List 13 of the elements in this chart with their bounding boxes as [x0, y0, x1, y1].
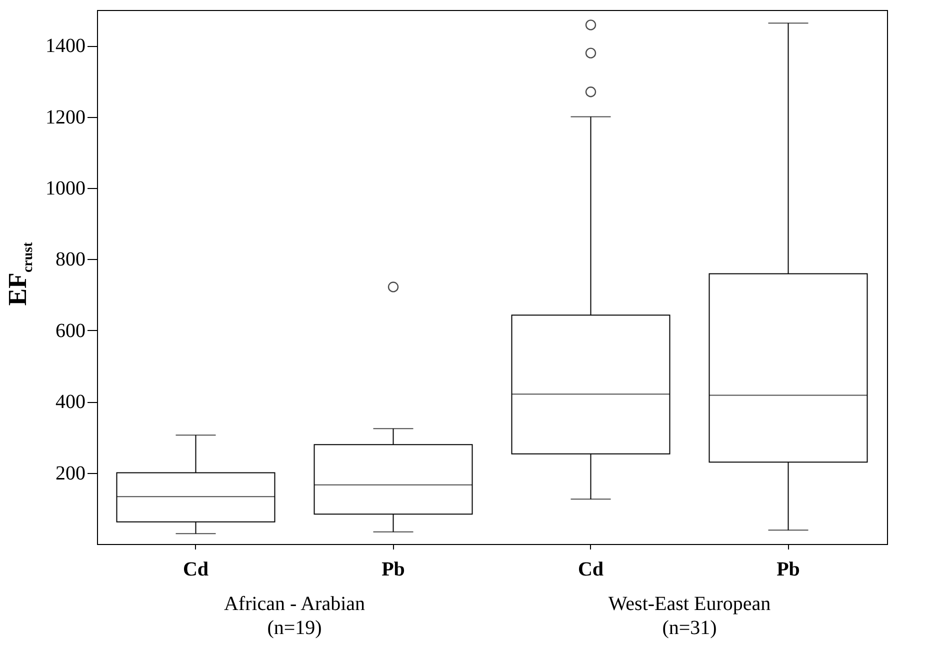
x-tick-label: Pb — [382, 558, 405, 580]
x-tick-label: Cd — [182, 558, 209, 580]
y-tick-label: 800 — [56, 248, 86, 271]
y-tick-label: 1200 — [46, 106, 86, 128]
y-tick-label: 400 — [56, 391, 86, 414]
y-tick-label: 200 — [56, 462, 86, 484]
y-tick-label: 1000 — [46, 178, 86, 200]
x-tick-label: Cd — [578, 558, 604, 580]
y-tick-label: 1400 — [46, 35, 86, 58]
y-tick-label: 600 — [56, 320, 86, 342]
text: African - Arabian (n=19) — [224, 593, 366, 639]
x-tick-label: Pb — [776, 558, 800, 580]
text: West-East European (n=31) — [608, 593, 771, 639]
